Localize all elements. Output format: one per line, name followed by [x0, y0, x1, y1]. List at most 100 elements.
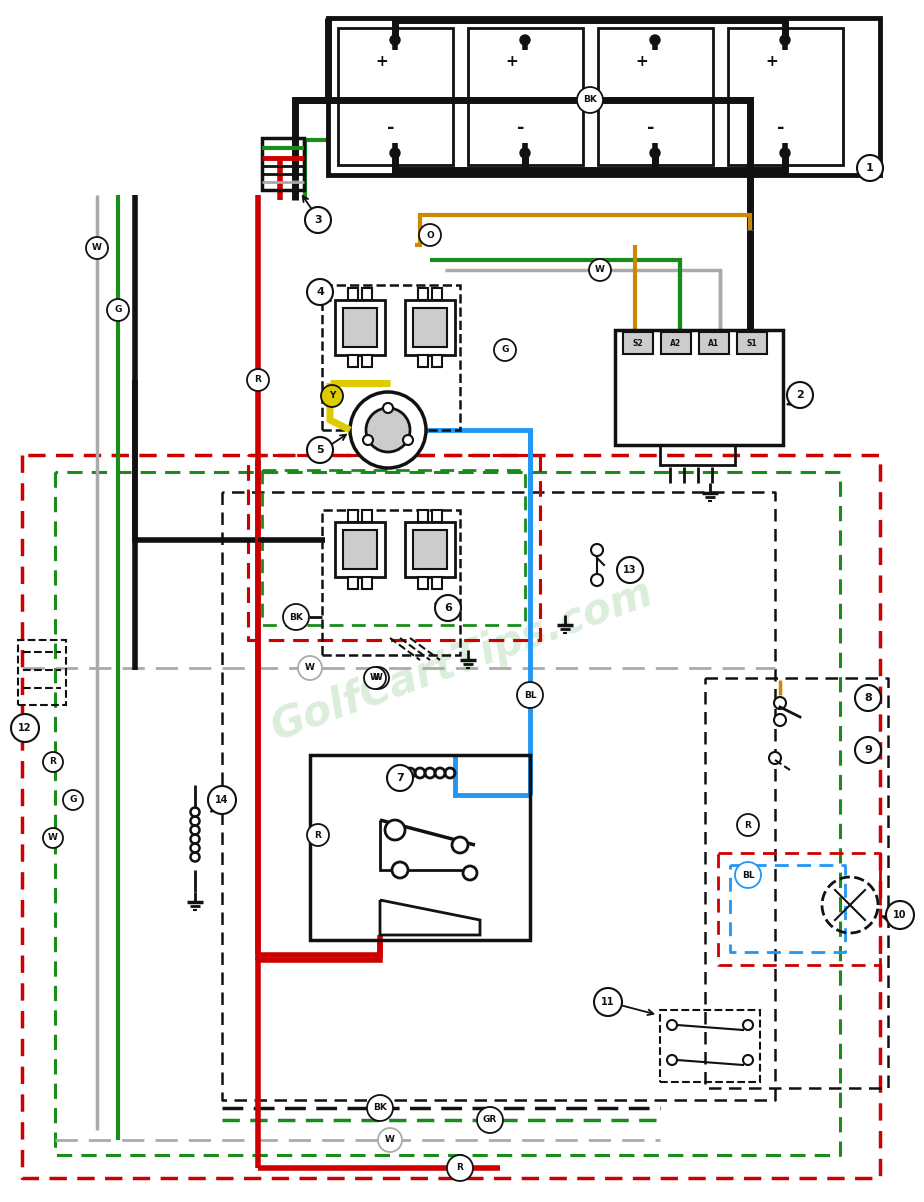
Bar: [338, 28, 453, 165]
Bar: [348, 355, 358, 367]
Text: GR: GR: [483, 1115, 497, 1125]
Bar: [328, 18, 880, 175]
Text: W: W: [373, 673, 383, 683]
Text: BK: BK: [373, 1103, 387, 1113]
Bar: [262, 138, 304, 190]
Circle shape: [86, 237, 108, 258]
Circle shape: [247, 369, 269, 391]
Bar: [362, 577, 372, 589]
Text: Y: Y: [329, 392, 335, 400]
Text: -: -: [517, 119, 525, 137]
Bar: [432, 510, 442, 522]
Circle shape: [307, 279, 333, 305]
Circle shape: [650, 35, 660, 44]
Circle shape: [366, 407, 410, 452]
Text: G: G: [69, 796, 77, 804]
Bar: [18, 639, 66, 706]
Circle shape: [577, 87, 603, 113]
Circle shape: [43, 828, 63, 847]
Circle shape: [855, 737, 881, 763]
Circle shape: [743, 1055, 753, 1065]
Bar: [335, 522, 385, 577]
Bar: [615, 331, 783, 445]
Circle shape: [403, 435, 413, 445]
Circle shape: [743, 1020, 753, 1030]
Text: W: W: [48, 833, 58, 843]
Circle shape: [378, 1127, 402, 1152]
Circle shape: [520, 35, 530, 44]
Text: +: +: [375, 54, 388, 69]
Bar: [322, 510, 460, 655]
Circle shape: [11, 714, 39, 742]
Circle shape: [735, 862, 761, 888]
Text: 13: 13: [624, 565, 637, 575]
Circle shape: [787, 382, 813, 407]
Bar: [660, 445, 735, 465]
Circle shape: [594, 988, 622, 1016]
Circle shape: [886, 902, 914, 929]
Circle shape: [589, 258, 611, 281]
Text: BL: BL: [524, 690, 536, 700]
Text: 12: 12: [18, 722, 31, 733]
Circle shape: [667, 1020, 677, 1030]
Text: BK: BK: [289, 613, 303, 621]
Circle shape: [494, 339, 516, 361]
Text: 9: 9: [864, 745, 872, 755]
Circle shape: [419, 224, 441, 246]
Circle shape: [517, 682, 543, 708]
Circle shape: [392, 862, 408, 877]
Circle shape: [321, 385, 343, 407]
Text: 2: 2: [796, 389, 804, 400]
Circle shape: [780, 35, 790, 44]
Circle shape: [591, 545, 603, 557]
Text: 4: 4: [316, 287, 324, 297]
Circle shape: [383, 403, 393, 413]
Circle shape: [520, 148, 530, 157]
Circle shape: [774, 714, 786, 726]
Bar: [432, 288, 442, 300]
Text: BL: BL: [742, 870, 754, 880]
Circle shape: [591, 575, 603, 587]
Text: GolfCartTips.com: GolfCartTips.com: [265, 571, 659, 749]
Text: W: W: [595, 266, 605, 274]
Bar: [348, 288, 358, 300]
Bar: [418, 355, 428, 367]
Circle shape: [283, 603, 309, 630]
Text: O: O: [426, 231, 434, 239]
Text: S1: S1: [747, 339, 758, 347]
Circle shape: [447, 1155, 473, 1182]
Circle shape: [390, 35, 400, 44]
Circle shape: [364, 667, 386, 689]
Circle shape: [667, 1055, 677, 1065]
Text: 5: 5: [316, 445, 323, 456]
Bar: [418, 577, 428, 589]
Circle shape: [367, 667, 389, 689]
Text: G: G: [502, 345, 509, 355]
Text: R: R: [50, 757, 56, 767]
Bar: [699, 332, 729, 355]
Bar: [310, 755, 530, 940]
Text: G: G: [115, 305, 122, 315]
Circle shape: [307, 825, 329, 846]
Circle shape: [350, 392, 426, 468]
Circle shape: [298, 656, 322, 680]
Text: R: R: [314, 831, 322, 839]
Circle shape: [43, 752, 63, 772]
Bar: [405, 522, 455, 577]
Circle shape: [650, 148, 660, 157]
Bar: [343, 530, 377, 569]
Circle shape: [390, 148, 400, 157]
Text: 6: 6: [444, 603, 452, 613]
Bar: [335, 300, 385, 355]
Text: -: -: [387, 119, 395, 137]
Text: -: -: [647, 119, 654, 137]
Bar: [413, 530, 447, 569]
Text: 1: 1: [866, 163, 874, 173]
Text: S2: S2: [633, 339, 643, 347]
Text: R: R: [745, 821, 751, 829]
Bar: [728, 28, 843, 165]
Bar: [737, 332, 767, 355]
Circle shape: [780, 148, 790, 157]
Bar: [405, 300, 455, 355]
Text: 11: 11: [602, 996, 614, 1007]
